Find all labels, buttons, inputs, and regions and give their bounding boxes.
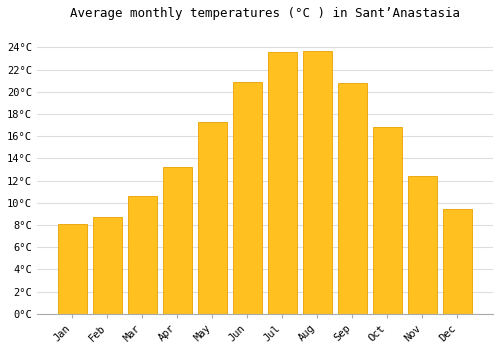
Bar [92,217,122,314]
Title: Average monthly temperatures (°C ) in Sant’Anastasia: Average monthly temperatures (°C ) in Sa… [70,7,460,20]
Bar [232,82,262,314]
Bar [302,51,332,314]
Bar [162,167,192,314]
Bar [372,127,402,314]
Bar [198,122,228,314]
Bar [442,209,472,314]
Bar [408,176,438,314]
Bar [338,83,368,314]
Bar [128,196,158,314]
Bar [268,52,298,314]
Bar [58,224,88,314]
